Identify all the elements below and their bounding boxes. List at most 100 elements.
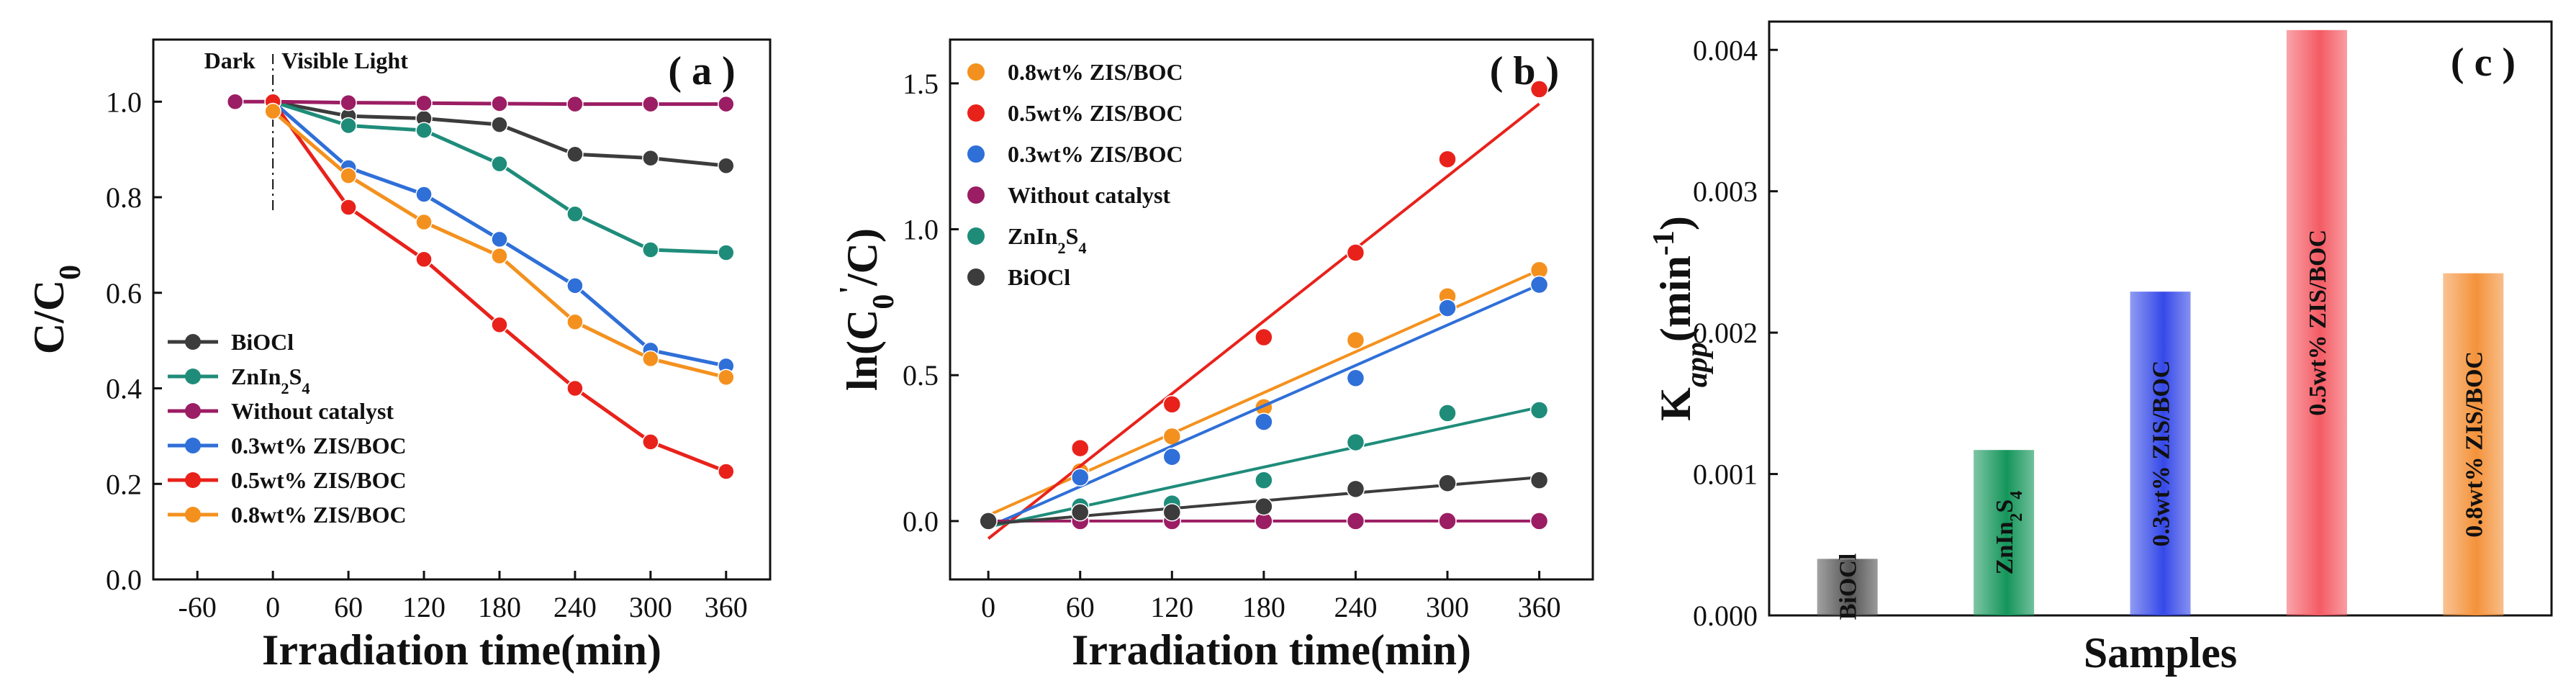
panel-b-fit-line-0-5wt-zis-boc <box>987 102 1540 540</box>
panel-b-legend-label: Without catalyst <box>1008 182 1170 208</box>
panel-b-legend-marker <box>967 63 985 81</box>
panel-a-point-znin2s4 <box>718 244 735 261</box>
panel-a-point-0-8wt-zis-boc <box>718 369 735 386</box>
panel-a-line-without-catalyst <box>235 99 726 107</box>
panel-a-y-tick-label: 0.6 <box>106 277 142 310</box>
panel-a-point-0-5wt-zis-boc <box>566 379 584 397</box>
panel-a-point-0-8wt-zis-boc <box>264 102 281 120</box>
panel-b-point-0-5wt-zis-boc <box>1255 328 1273 347</box>
panel-c-bar-label: 0.8wt% ZIS/BOC <box>2461 351 2487 538</box>
panel-a-series-0-8wt-zis-boc <box>264 102 735 386</box>
panel-a-point-0-5wt-zis-boc <box>415 250 433 268</box>
panel-b-legend-marker <box>967 145 985 163</box>
panel-b-legend-marker <box>967 227 985 245</box>
panel-b-point-0-5wt-zis-boc <box>1529 80 1549 99</box>
panel-b-point-biocl <box>1529 471 1549 489</box>
panel-b-label: ( b ) <box>1490 49 1559 94</box>
panel-c-bar-label: BiOCl <box>1835 554 1862 620</box>
panel-a-point-0-5wt-zis-boc <box>491 316 508 333</box>
panel-b-point-znin2s4 <box>1438 404 1457 423</box>
panel-c-bar-0-3wt-zis-boc <box>2130 292 2191 615</box>
panel-b-x-tick-label: 180 <box>1242 591 1285 623</box>
panel-b-legend-marker <box>967 104 985 122</box>
panel-b-x-tick-label: 360 <box>1518 591 1561 623</box>
panel-a-point-znin2s4 <box>491 155 508 173</box>
panel-c-bar-label: ZnIn2S4 <box>1992 491 2026 575</box>
panel-a-legend-marker <box>185 334 201 350</box>
panel-b-point-without-catalyst <box>1438 512 1457 530</box>
panel-a-point-0-3wt-zis-boc <box>566 277 584 294</box>
panel-b-point-znin2s4 <box>1529 401 1549 420</box>
panel-b-point-0-3wt-zis-boc <box>1438 299 1457 317</box>
panel-b-point-0-5wt-zis-boc <box>1346 243 1365 262</box>
panel-a-point-znin2s4 <box>340 117 357 135</box>
panel-b-y-tick-label: 0.0 <box>903 505 939 538</box>
panel-b-x-tick-label: 120 <box>1150 591 1193 623</box>
panel-a-x-tick-label: 180 <box>478 591 521 623</box>
panel-b-plot-frame <box>949 38 1594 581</box>
panel-b-chart: 0 60 120 180 240 300 360 0.0 0.5 1.0 1.5 ( b ) 0.8wt… <box>834 38 1594 674</box>
panel-b-y-tick-label: 1.5 <box>903 68 939 100</box>
panel-b-point-biocl <box>979 512 998 530</box>
panel-c-y-tick-label: 0.002 <box>1693 317 1758 349</box>
panel-b-point-0-5wt-zis-boc <box>1162 395 1182 414</box>
panel-c-bar-biocl <box>1817 559 1878 615</box>
panel-a-legend-label: ZnIn2S4 <box>231 363 310 397</box>
panel-b-point-without-catalyst <box>1529 512 1549 530</box>
panel-a-x-tick-label: 0 <box>266 591 280 623</box>
panel-b-x-tick-label: 300 <box>1426 591 1469 623</box>
panel-b-point-0-3wt-zis-boc <box>1346 369 1365 388</box>
panel-b-legend-marker <box>967 186 985 204</box>
panel-a-point-0-8wt-zis-boc <box>491 247 508 265</box>
panel-a-y-tick-label: 1.0 <box>106 86 142 118</box>
panel-b-fit-line-0-3wt-zis-boc <box>988 283 1540 528</box>
panel-a-legend-marker <box>185 438 201 453</box>
panel-a-point-znin2s4 <box>415 122 433 139</box>
panel-b-legend-label: 0.3wt% ZIS/BOC <box>1008 141 1183 167</box>
panel-a-legend-marker <box>185 403 201 419</box>
panel-a-point-biocl <box>491 116 508 133</box>
panel-b-x-axis-title: Irradiation time(min) <box>1072 626 1471 674</box>
panel-b-legend-marker <box>967 268 985 286</box>
panel-c-y-axis-title: Kapp(min-1) <box>1648 216 1714 421</box>
panel-b-series-biocl <box>979 471 1549 530</box>
panel-a-plot-frame <box>152 38 772 581</box>
panel-a-point-znin2s4 <box>642 241 659 258</box>
panel-c-y-tick-label: 0.004 <box>1693 34 1758 66</box>
panel-a-dark-label: Dark <box>204 48 256 73</box>
panel-a-y-tick-label: 0.0 <box>106 564 142 596</box>
panel-a-legend-label: 0.3wt% ZIS/BOC <box>231 433 407 459</box>
panel-a-point-without-catalyst <box>642 95 659 113</box>
panel-c-bar-0-8wt-zis-boc <box>2443 273 2504 615</box>
panel-b-point-biocl <box>1162 503 1182 522</box>
panel-c-bar-znin2s4 <box>1974 450 2035 615</box>
panel-b-y-axis-title: ln(C0'/C) <box>834 228 900 391</box>
panel-a-point-biocl <box>642 149 659 167</box>
panel-a-x-tick-label: 60 <box>334 591 363 623</box>
panel-b-point-znin2s4 <box>1255 471 1273 489</box>
panel-c-bar-label: 0.3wt% ZIS/BOC <box>2148 361 2175 547</box>
panel-a-x-tick-label: 300 <box>629 591 672 623</box>
panel-a-legend-label: 0.5wt% ZIS/BOC <box>231 467 407 493</box>
panel-a-label: ( a ) <box>668 49 735 94</box>
panel-a-point-without-catalyst <box>340 94 357 112</box>
panel-a-point-0-8wt-zis-boc <box>340 167 357 184</box>
panel-b-y-tick-label: 0.5 <box>903 359 939 392</box>
panel-a-point-without-catalyst <box>566 95 584 113</box>
panel-b-point-biocl <box>1346 479 1365 499</box>
panel-a-point-biocl <box>718 157 735 174</box>
panel-a-point-0-8wt-zis-boc <box>415 213 433 231</box>
panel-b-point-0-3wt-zis-boc <box>1255 412 1273 431</box>
panel-a-visible-light-label: Visible Light <box>281 48 408 73</box>
panel-c-bar-0-5wt-zis-boc <box>2286 30 2347 616</box>
panel-a-legend-marker <box>185 507 201 523</box>
panel-b-point-0-3wt-zis-boc <box>1529 275 1549 294</box>
panel-b-point-0-3wt-zis-boc <box>1162 447 1182 466</box>
panel-c-y-tick-label: 0.003 <box>1693 176 1758 208</box>
panel-b-point-without-catalyst <box>1346 512 1365 530</box>
panel-b-legend-label: 0.5wt% ZIS/BOC <box>1008 100 1183 126</box>
panel-b-point-biocl <box>1438 474 1457 492</box>
panel-c-chart: 0.000 0.001 0.002 0.003 0.004 BiOCl ZnIn2S4 0.3… <box>1648 20 2553 677</box>
panel-a-x-axis-title: Irradiation time(min) <box>262 626 661 674</box>
